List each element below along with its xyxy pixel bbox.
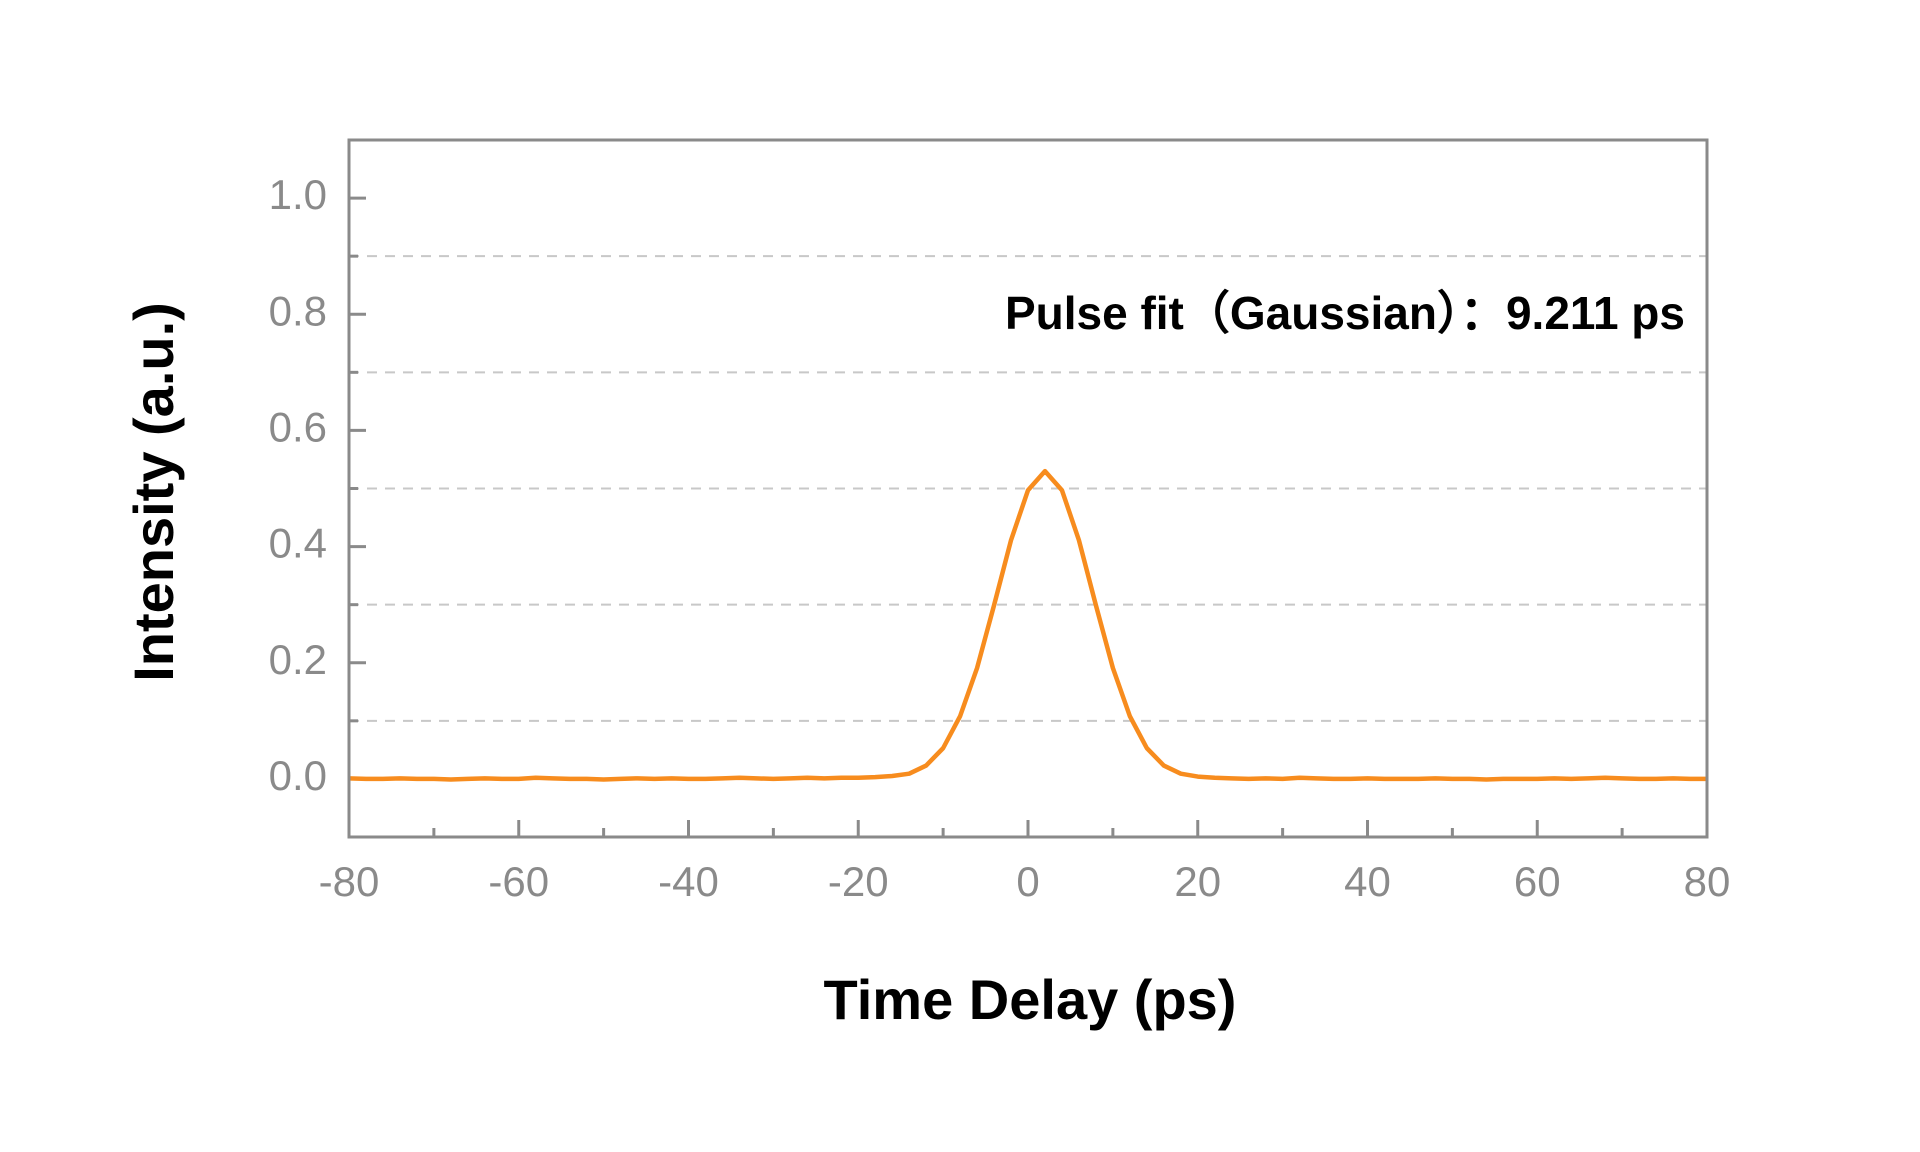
- y-tick-label: 0.4: [269, 520, 327, 567]
- y-axis-title: Intensity (a.u.): [122, 302, 185, 682]
- plot-frame: [347, 138, 1709, 839]
- y-tick-label: 0.6: [269, 404, 327, 451]
- annotation: Pulse fit（Gaussian）：9.211 ps: [1005, 287, 1685, 339]
- x-tick-label: -80: [319, 858, 380, 905]
- x-axis-title: Time Delay (ps): [824, 968, 1237, 1031]
- x-tick-label: -20: [828, 858, 889, 905]
- x-tick-label: 60: [1514, 858, 1561, 905]
- y-tick-label: 0.2: [269, 636, 327, 683]
- x-tick-label: 0: [1016, 858, 1039, 905]
- x-tick-label: 40: [1344, 858, 1391, 905]
- data-line: [348, 468, 1707, 782]
- x-tick-label: 80: [1684, 858, 1731, 905]
- y-tick-label: 1.0: [269, 171, 327, 218]
- y-tick-label: 0.0: [269, 752, 327, 799]
- y-tick-label: 0.8: [269, 287, 327, 334]
- x-tick-label: -40: [658, 858, 719, 905]
- x-tick-label: -60: [488, 858, 549, 905]
- x-tick-label: 20: [1174, 858, 1221, 905]
